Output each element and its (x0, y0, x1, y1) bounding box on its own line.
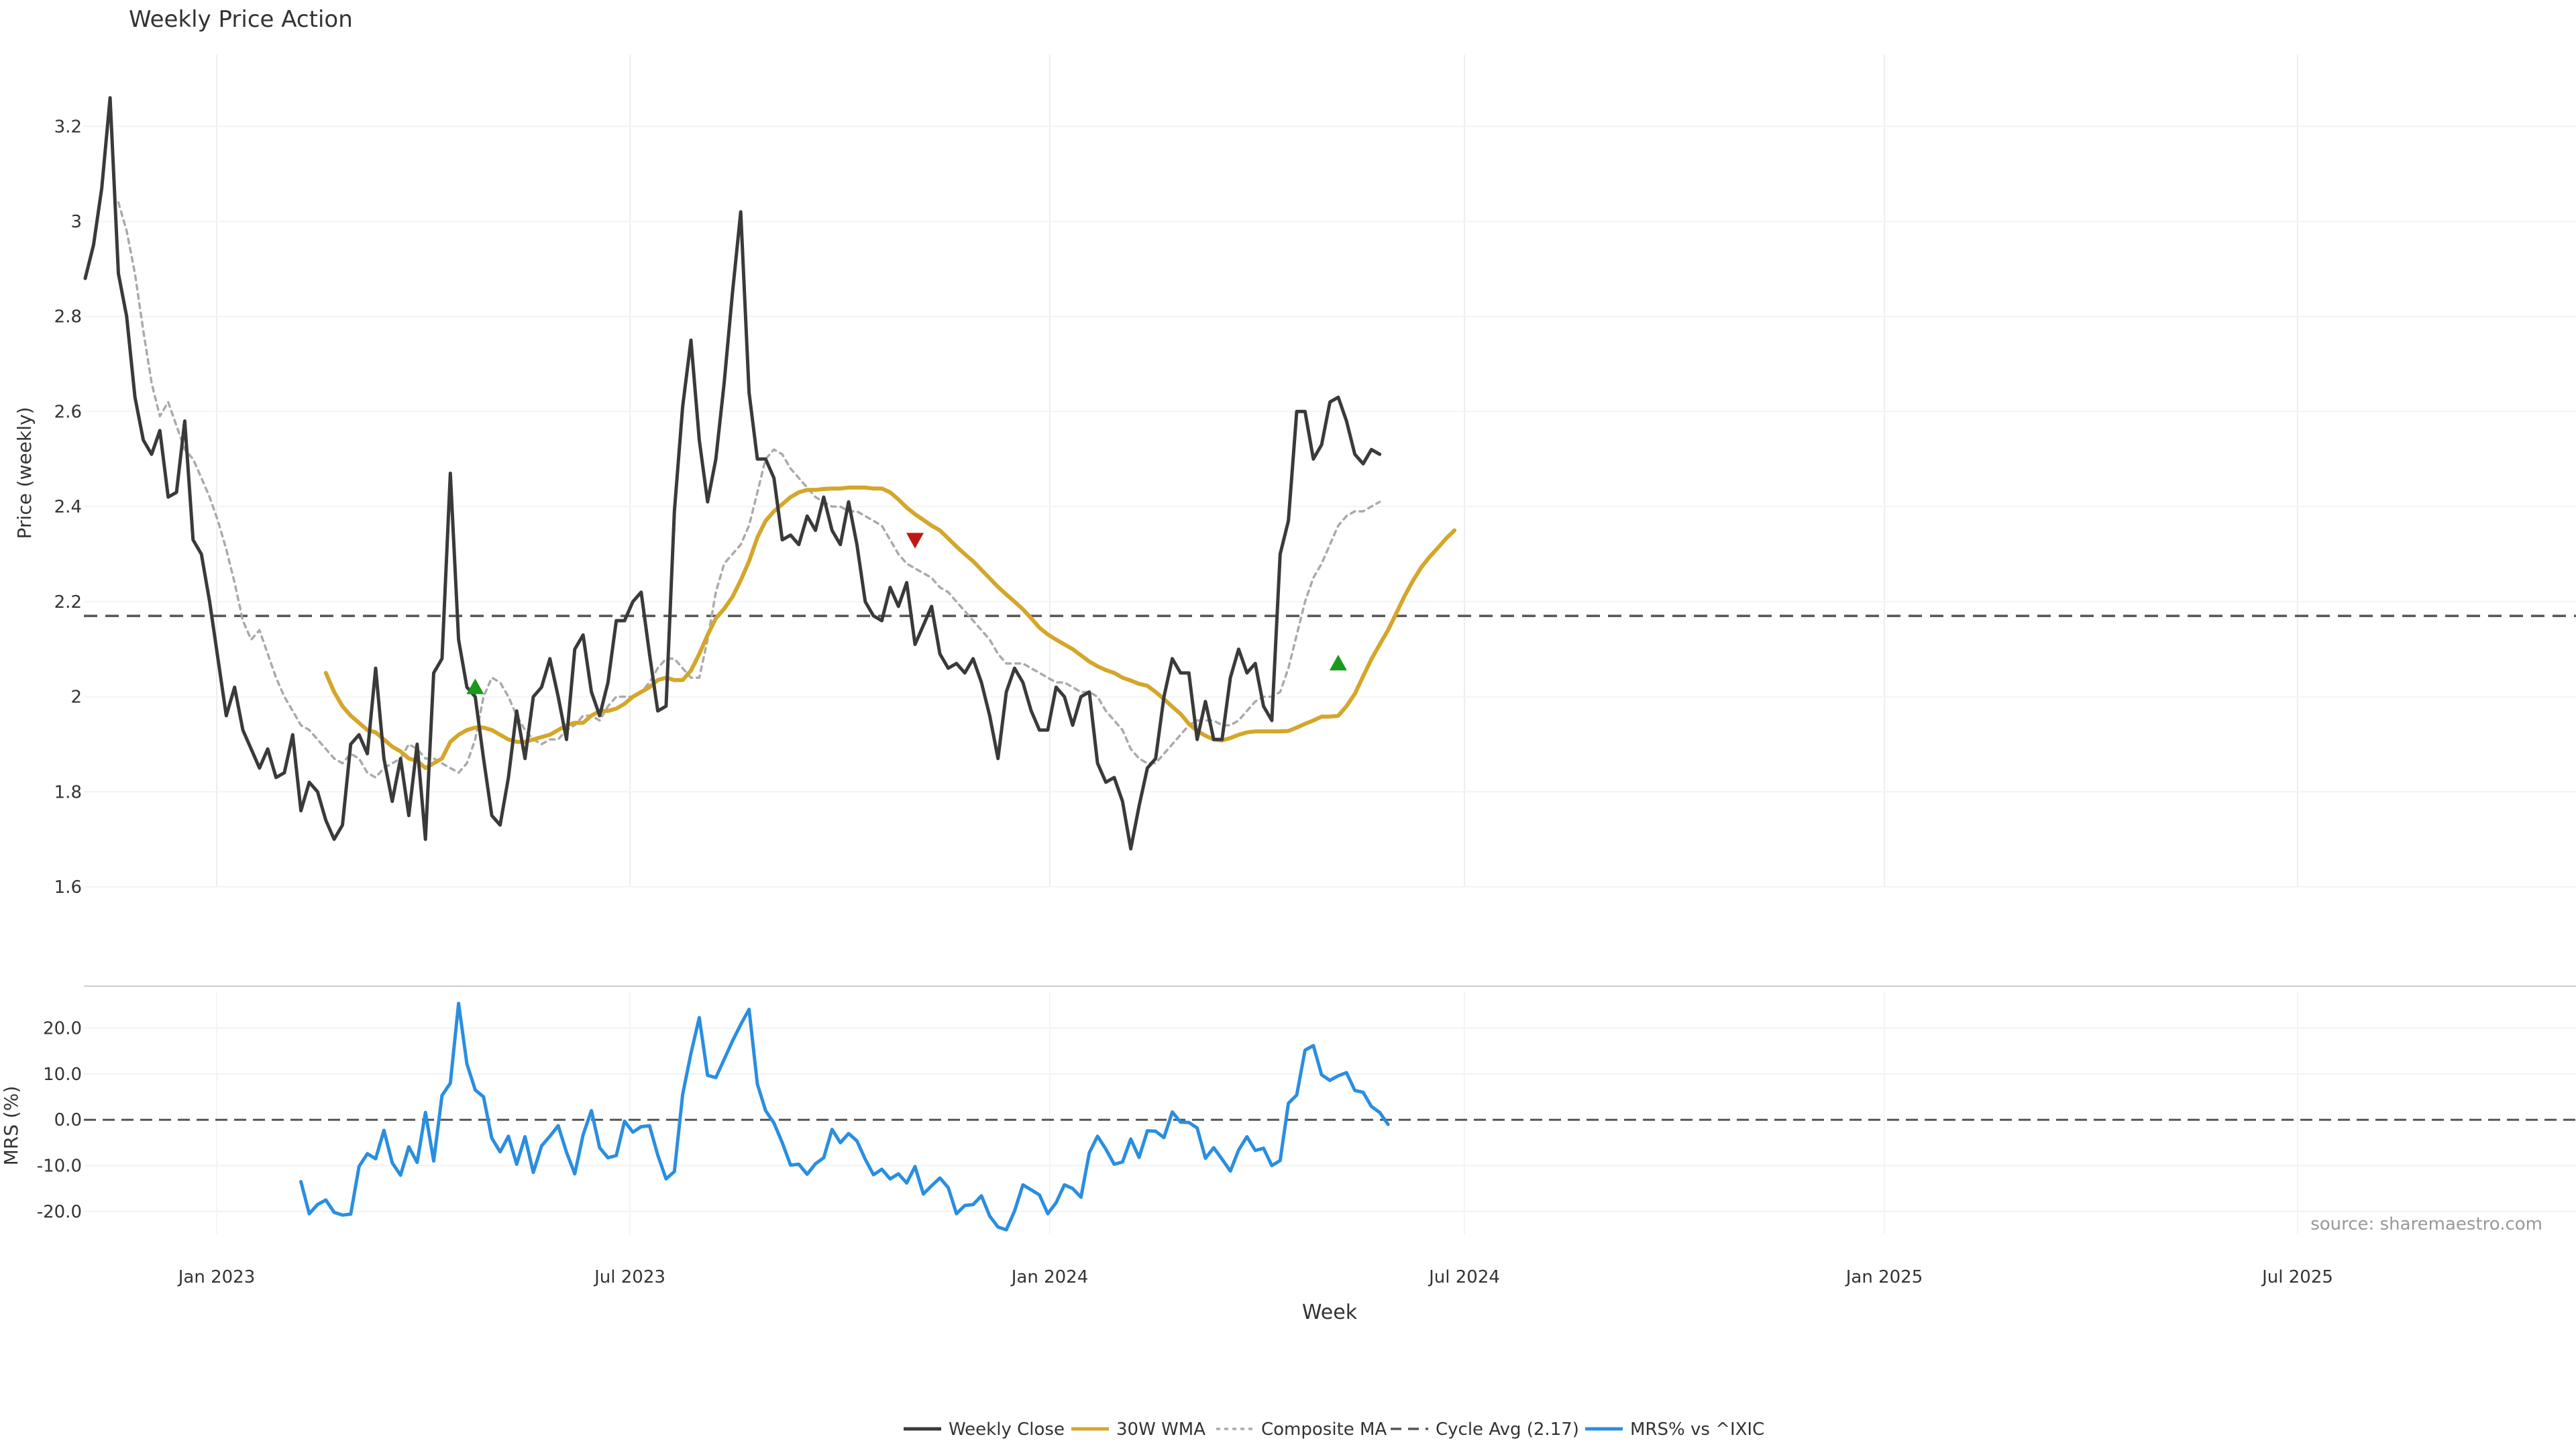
chart-title: Weekly Price Action (129, 6, 353, 33)
mrs-y-tick-label: 20.0 (43, 1019, 82, 1039)
x-tick-label: Jan 2025 (1845, 1267, 1923, 1287)
price-y-tick-label: 2.6 (54, 402, 82, 422)
price-y-tick-label: 2 (70, 688, 82, 708)
legend-label: Weekly Close (949, 1419, 1065, 1440)
mrs-y-tick-label: -10.0 (37, 1157, 82, 1177)
price-y-axis-label: Price (weekly) (13, 407, 36, 539)
price-y-tick-label: 1.8 (54, 782, 82, 802)
mrs-y-axis-label: MRS (%) (0, 1086, 22, 1166)
buy-signal-marker (466, 678, 484, 694)
composite-ma-line (117, 201, 1381, 779)
legend: Weekly Close 30W WMA Composite MA Cycle Avg… (904, 1419, 1764, 1440)
mrs-y-tick-label: 10.0 (43, 1065, 82, 1085)
legend-label: Composite MA (1261, 1419, 1387, 1440)
sell-signal-marker (906, 533, 924, 549)
x-tick-label: Jul 2024 (1428, 1267, 1500, 1287)
price-y-tick-label: 2.2 (54, 592, 82, 612)
price-y-tick-label: 3 (70, 212, 82, 232)
legend-label: Cycle Avg (2.17) (1436, 1419, 1579, 1440)
x-tick-label: Jan 2024 (1010, 1267, 1089, 1287)
x-tick-label: Jul 2023 (593, 1267, 665, 1287)
price-y-tick-label: 2.8 (54, 307, 82, 327)
price-y-tick-label: 2.4 (54, 497, 82, 517)
mrs-line (299, 1002, 1390, 1232)
weekly-close-line (83, 96, 1382, 851)
mrs-y-tick-label: -20.0 (37, 1202, 82, 1222)
mrs-y-tick-label: 0.0 (54, 1110, 82, 1130)
legend-label: 30W WMA (1116, 1419, 1205, 1440)
x-tick-label: Jan 2023 (177, 1267, 256, 1287)
price-y-tick-label: 3.2 (54, 117, 82, 137)
x-tick-label: Jul 2025 (2261, 1267, 2333, 1287)
buy-signal-marker (1329, 654, 1347, 671)
source-note: source: sharemaestro.com (2310, 1214, 2542, 1234)
legend-label: MRS% vs ^IXIC (1630, 1419, 1764, 1440)
price-y-tick-label: 1.6 (54, 877, 82, 898)
x-axis-label: Week (1302, 1301, 1358, 1324)
